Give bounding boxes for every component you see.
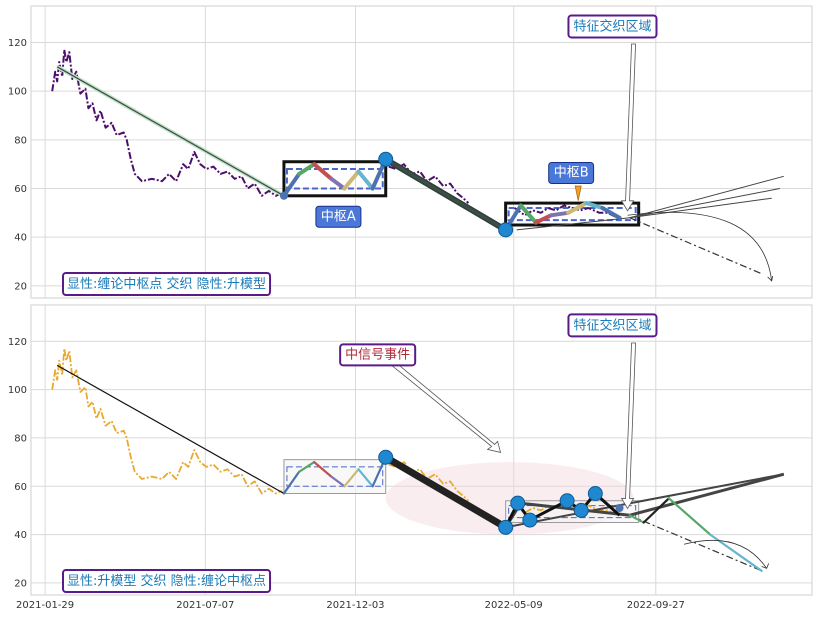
pointer-icon — [574, 185, 582, 201]
price-line — [388, 163, 470, 204]
trend-line — [56, 66, 285, 197]
stroke-segment — [382, 453, 510, 531]
center-segment — [282, 470, 301, 495]
pivot-marker — [510, 495, 526, 511]
pivot-marker — [378, 151, 394, 167]
pivot-marker — [498, 222, 514, 238]
y-tick-label: 60 — [14, 184, 27, 195]
y-tick-label: 40 — [14, 233, 27, 244]
y-tick-label: 40 — [14, 530, 27, 541]
center-segment — [518, 203, 538, 225]
y-tick-label: 60 — [14, 482, 27, 493]
pivot-marker — [522, 512, 538, 528]
y-tick-label: 80 — [14, 433, 27, 444]
x-tick-label: 2022-09-27 — [627, 600, 685, 611]
center-inner-box — [286, 466, 384, 487]
x-tick-label: 2021-01-29 — [16, 600, 74, 611]
annotation-text: 中枢B — [554, 165, 589, 180]
plot-content — [51, 347, 785, 572]
center-segment — [298, 461, 316, 473]
y-tick-label: 100 — [8, 87, 27, 98]
center-segment — [330, 475, 346, 488]
fan-line — [629, 175, 784, 219]
price-line — [514, 204, 618, 219]
center-segment — [297, 162, 317, 176]
center-segment — [549, 210, 571, 218]
annotation-box — [339, 343, 417, 367]
center-segment — [281, 171, 302, 198]
y-tick-label: 80 — [14, 135, 27, 146]
annotation-text: 中信号事件 — [345, 347, 410, 362]
center-box — [283, 459, 387, 494]
y-tick-label: 20 — [14, 281, 27, 292]
plot-area — [30, 5, 813, 299]
center-segment — [356, 169, 375, 191]
center-segment — [313, 461, 333, 478]
legend-text: 显性:缠论中枢点 交织 隐性:升模型 — [67, 276, 266, 292]
center-segment — [642, 497, 670, 524]
fan-line — [629, 197, 772, 219]
center-segment — [312, 162, 334, 181]
callout-arrow — [388, 359, 502, 453]
legend-box — [62, 569, 272, 593]
pivot-marker — [587, 486, 603, 501]
y-tick-label: 120 — [8, 337, 27, 348]
stroke-segment — [384, 157, 508, 232]
annotation-box — [315, 205, 362, 228]
center-segment — [357, 468, 374, 488]
center-inner-box — [285, 168, 384, 190]
curve-arrow-head — [761, 563, 770, 569]
annotation-box — [548, 161, 595, 184]
center-segment — [343, 468, 360, 488]
center-segment — [329, 176, 347, 191]
center-segment — [566, 201, 589, 215]
projection-line — [629, 217, 762, 275]
center-segment — [584, 201, 605, 210]
price-line — [388, 461, 470, 502]
y-tick-label: 20 — [14, 578, 27, 589]
pivot-marker — [559, 493, 575, 509]
annotation-box — [567, 313, 658, 338]
annotation-box — [567, 14, 658, 39]
price-line — [51, 347, 285, 495]
annotation-text: 特征交织区域 — [573, 18, 651, 34]
curve-arrow — [683, 539, 767, 569]
y-tick-label: 100 — [8, 385, 27, 396]
x-tick-label: 2021-12-03 — [326, 600, 384, 611]
price-line — [51, 48, 285, 197]
pivot-marker — [615, 504, 624, 512]
plot-area — [30, 304, 813, 596]
pivot-marker — [498, 519, 514, 535]
center-segment — [342, 169, 361, 191]
curve-arrow-head — [767, 275, 774, 282]
legend-text: 显性:升模型 交织 隐性:缠论中枢点 — [67, 573, 266, 589]
projection-line — [629, 514, 762, 572]
fan-line — [516, 217, 630, 231]
x-tick-label: 2021-07-07 — [176, 600, 234, 611]
pivot-marker — [279, 191, 288, 200]
center-segment — [533, 213, 553, 225]
center-segment — [600, 206, 622, 220]
legend-box — [62, 272, 272, 296]
annotation-text: 中枢A — [321, 209, 356, 224]
trend-line — [56, 364, 285, 495]
y-tick-label: 120 — [8, 38, 27, 49]
center-segment — [628, 514, 645, 524]
pivot-marker — [378, 449, 394, 465]
curve-arrow — [627, 212, 773, 282]
x-tick-label: 2022-05-09 — [485, 600, 543, 611]
callout-arrow — [620, 342, 636, 510]
pivot-marker — [573, 502, 589, 518]
center-segment — [667, 497, 712, 536]
annotation-text: 特征交织区域 — [573, 317, 651, 333]
callout-arrow — [620, 43, 636, 212]
center-box — [282, 160, 388, 198]
